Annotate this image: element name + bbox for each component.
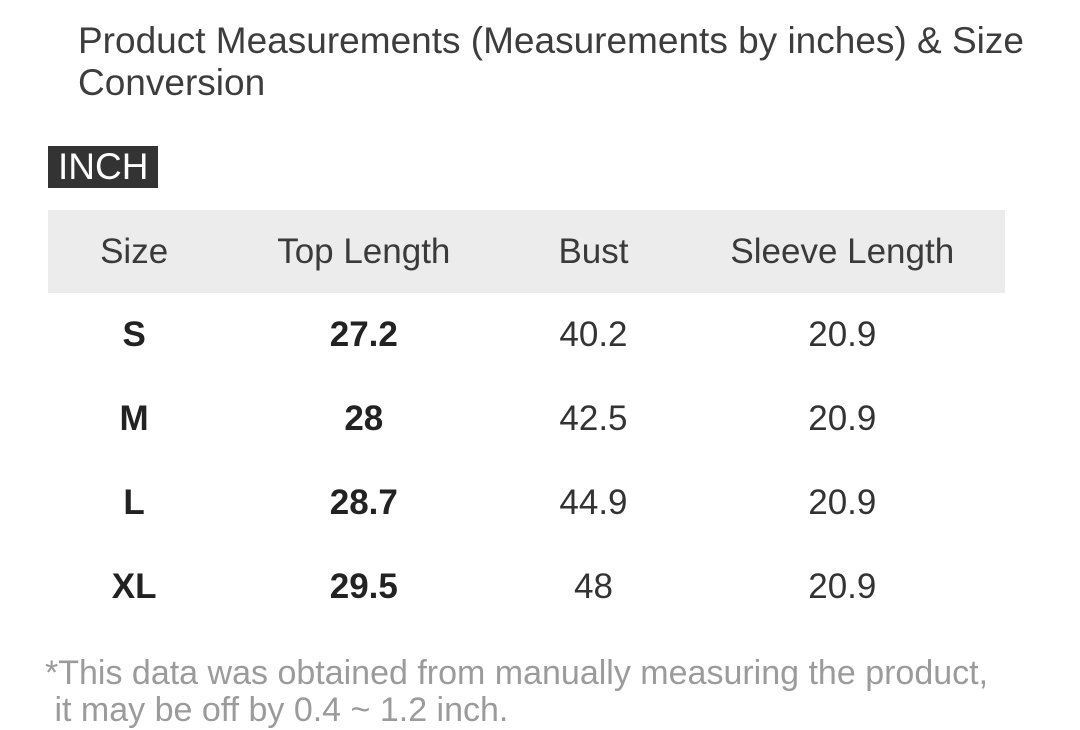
table-header-row: Size Top Length Bust Sleeve Length — [48, 210, 1005, 293]
footnote-line-2: it may be off by 0.4 ~ 1.2 inch. — [45, 691, 509, 729]
cell-size: M — [48, 377, 221, 461]
cell-top-length: 28 — [220, 377, 508, 461]
page-title: Product Measurements (Measurements by in… — [78, 20, 1024, 103]
cell-top-length: 27.2 — [220, 293, 508, 377]
column-header-size: Size — [48, 210, 221, 293]
cell-bust: 40.2 — [507, 293, 680, 377]
table-row-s: S 27.2 40.2 20.9 — [48, 293, 1005, 377]
footnote-line-1: *This data was obtained from manually me… — [45, 654, 989, 692]
cell-bust: 44.9 — [507, 461, 680, 545]
column-header-bust: Bust — [507, 210, 680, 293]
cell-sleeve-length: 20.9 — [679, 545, 1005, 629]
cell-size: XL — [48, 545, 221, 629]
cell-top-length: 29.5 — [220, 545, 508, 629]
table-row-xl: XL 29.5 48 20.9 — [48, 545, 1005, 629]
cell-sleeve-length: 20.9 — [679, 293, 1005, 377]
unit-badge: INCH — [48, 146, 159, 188]
cell-top-length: 28.7 — [220, 461, 508, 545]
cell-sleeve-length: 20.9 — [679, 461, 1005, 545]
cell-size: S — [48, 293, 221, 377]
cell-bust: 48 — [507, 545, 680, 629]
footnote: *This data was obtained from manually me… — [45, 655, 1080, 729]
table-row-m: M 28 42.5 20.9 — [48, 377, 1005, 461]
cell-bust: 42.5 — [507, 377, 680, 461]
measurements-table: Size Top Length Bust Sleeve Length S 27.2 40.… — [48, 210, 1005, 629]
cell-size: L — [48, 461, 221, 545]
column-header-sleeve-length: Sleeve Length — [679, 210, 1005, 293]
table-row-l: L 28.7 44.9 20.9 — [48, 461, 1005, 545]
column-header-top-length: Top Length — [220, 210, 508, 293]
size-chart-page: Product Measurements (Measurements by in… — [0, 20, 1080, 730]
cell-sleeve-length: 20.9 — [679, 377, 1005, 461]
